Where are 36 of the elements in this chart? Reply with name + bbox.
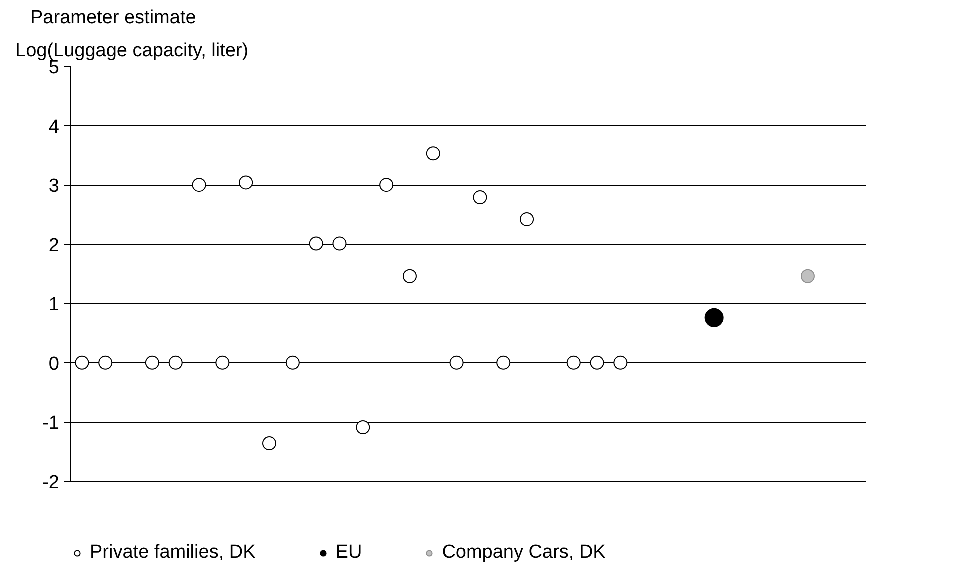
point xyxy=(192,178,206,192)
point xyxy=(216,356,230,370)
point xyxy=(704,308,724,328)
point xyxy=(496,356,511,370)
y-tick-label: 4 xyxy=(48,116,60,138)
y-tick-label: 2 xyxy=(48,235,60,256)
point xyxy=(450,356,464,370)
point xyxy=(473,190,488,205)
point xyxy=(75,356,90,370)
legend-label: Private families, DK xyxy=(90,542,256,564)
point xyxy=(168,356,183,370)
y-tick-label: -2 xyxy=(42,472,60,494)
chart-title: Parameter estimate xyxy=(30,8,196,28)
point xyxy=(356,420,370,435)
point xyxy=(520,212,534,226)
point xyxy=(145,356,160,370)
point xyxy=(332,236,347,251)
point xyxy=(426,146,440,161)
point xyxy=(262,436,276,451)
point xyxy=(98,356,113,370)
point xyxy=(380,178,394,192)
point xyxy=(309,236,324,251)
y-tick-label: 0 xyxy=(48,354,60,375)
y-tick-label: 3 xyxy=(48,176,60,198)
point xyxy=(402,269,417,284)
point xyxy=(614,356,628,370)
legend-label: Company Cars, DK xyxy=(442,542,606,564)
point xyxy=(239,176,254,190)
y-axis-title: Log(Luggage capacity, liter) xyxy=(16,40,249,62)
point xyxy=(286,356,300,370)
y-tick-label: -1 xyxy=(42,413,60,434)
point xyxy=(590,356,604,370)
y-tick-label: 1 xyxy=(48,294,60,316)
point xyxy=(800,269,815,284)
point xyxy=(566,356,581,370)
legend-label: EU xyxy=(336,542,362,564)
